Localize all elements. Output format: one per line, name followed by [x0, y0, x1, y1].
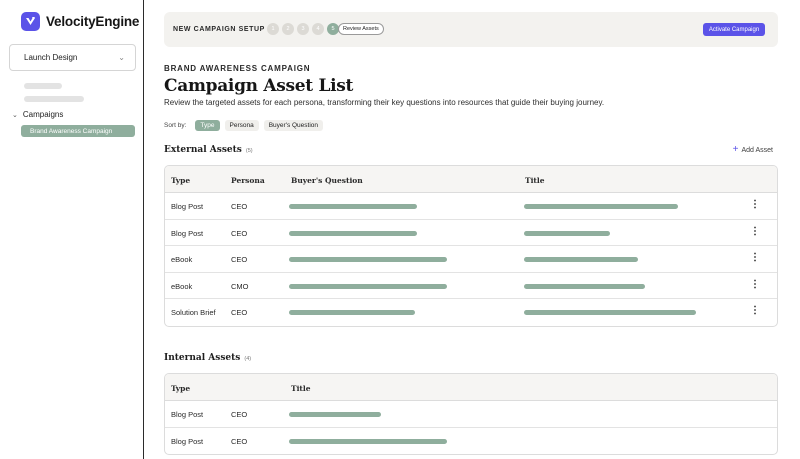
- step-4[interactable]: 4: [312, 23, 324, 35]
- launch-design-label: Launch Design: [24, 53, 78, 62]
- asset-persona: CEO: [231, 228, 248, 238]
- table-row[interactable]: Blog Post CEO: [165, 428, 777, 455]
- more-options-icon[interactable]: ⋮: [750, 305, 760, 317]
- plus-icon: +: [732, 144, 739, 155]
- sidebar: VelocityEngine Launch Design ⌄ ⌄ Campaig…: [0, 0, 144, 459]
- asset-persona: CEO: [231, 202, 248, 211]
- more-options-icon[interactable]: ⋮: [750, 199, 760, 210]
- chevron-down-icon: ⌄: [12, 111, 18, 119]
- sidebar-item-brand-awareness-campaign[interactable]: Brand Awareness Campaign: [21, 125, 135, 137]
- sidebar-item-label: Brand Awareness Campaign: [30, 127, 113, 135]
- buyers-question-placeholder-bar: [289, 204, 417, 209]
- step-3[interactable]: 3: [297, 23, 309, 35]
- add-asset-button[interactable]: + Add Asset: [733, 145, 773, 155]
- asset-type: Blog Post: [171, 410, 204, 419]
- external-assets-heading: External Assets (5): [164, 145, 253, 155]
- table-row[interactable]: eBook CMO ⋮: [165, 273, 777, 300]
- asset-persona: CEO: [231, 308, 248, 318]
- asset-persona: CEO: [231, 255, 248, 265]
- table-header: Type Persona Buyer's Question Title: [165, 166, 777, 193]
- step-1[interactable]: 1: [267, 23, 279, 35]
- sort-buyers-question-button[interactable]: Buyer's Question: [263, 120, 324, 131]
- table-row[interactable]: Blog Post CEO: [165, 401, 777, 428]
- internal-assets-table: Type Title Blog Post CEO Blog Post CEO: [164, 373, 778, 456]
- campaign-setup-bar: NEW CAMPAIGN SETUP 1 2 3 4 5 Review Asse…: [164, 12, 778, 47]
- buyers-question-placeholder-bar: [289, 257, 447, 263]
- internal-assets-title: Internal Assets: [164, 353, 241, 363]
- asset-persona: CEO: [231, 436, 248, 446]
- more-options-icon[interactable]: ⋮: [750, 225, 760, 237]
- title-placeholder-bar: [524, 310, 696, 316]
- asset-type: Blog Post: [171, 202, 204, 211]
- column-header-type[interactable]: Type: [171, 384, 191, 393]
- activate-campaign-button[interactable]: Activate Campaign: [703, 23, 765, 36]
- launch-design-dropdown[interactable]: Launch Design ⌄: [9, 44, 136, 71]
- asset-persona: CEO: [231, 410, 248, 419]
- brand[interactable]: VelocityEngine: [21, 12, 139, 31]
- page-description: Review the targeted assets for each pers…: [164, 98, 605, 107]
- sort-persona-button[interactable]: Persona: [224, 120, 259, 131]
- step-2[interactable]: 2: [282, 23, 294, 35]
- app-name: VelocityEngine: [46, 14, 140, 29]
- column-header-persona[interactable]: Persona: [231, 176, 265, 185]
- column-header-title[interactable]: Title: [525, 176, 545, 185]
- column-header-buyers-question[interactable]: Buyer's Question: [291, 176, 363, 185]
- setup-stepper: 1 2 3 4 5 Review Assets: [267, 23, 384, 35]
- sort-controls: Sort by: Type Persona Buyer's Question: [164, 120, 324, 131]
- title-placeholder-bar: [524, 257, 638, 263]
- table-row[interactable]: eBook CEO ⋮: [165, 246, 777, 273]
- velocity-logo-icon: [21, 12, 40, 31]
- column-header-title[interactable]: Title: [291, 384, 311, 393]
- campaigns-section-label: Campaigns: [22, 110, 64, 119]
- internal-assets-count: (4): [244, 356, 252, 362]
- asset-type: eBook: [171, 255, 193, 265]
- placeholder-item: [24, 83, 62, 89]
- asset-type: Blog Post: [171, 228, 204, 238]
- external-assets-title: External Assets: [164, 145, 242, 155]
- title-placeholder-bar: [289, 438, 447, 444]
- campaigns-section-toggle[interactable]: ⌄ Campaigns: [12, 110, 63, 119]
- placeholder-item: [24, 96, 84, 102]
- internal-assets-heading: Internal Assets (4): [164, 353, 251, 363]
- sort-type-button[interactable]: Type: [195, 120, 220, 131]
- external-assets-rows: Blog Post CEO ⋮ Blog Post CEO ⋮ eBook CEO ⋮ eBook…: [165, 193, 777, 326]
- chevron-down-icon: ⌄: [118, 53, 125, 62]
- buyers-question-placeholder-bar: [289, 310, 415, 316]
- buyers-question-placeholder-bar: [289, 230, 417, 236]
- asset-type: Blog Post: [171, 436, 204, 446]
- more-options-icon[interactable]: ⋮: [750, 252, 760, 264]
- asset-type: eBook: [171, 281, 193, 291]
- title-placeholder-bar: [524, 230, 610, 236]
- add-asset-label: Add Asset: [741, 146, 773, 154]
- internal-assets-rows: Blog Post CEO Blog Post CEO: [165, 401, 777, 454]
- asset-persona: CMO: [231, 281, 249, 291]
- table-row[interactable]: Blog Post CEO ⋮: [165, 220, 777, 247]
- external-assets-count: (5): [245, 148, 253, 154]
- step-5[interactable]: 5: [327, 23, 339, 35]
- table-header: Type Title: [165, 374, 777, 401]
- title-placeholder-bar: [524, 283, 645, 289]
- column-header-type[interactable]: Type: [171, 176, 191, 185]
- setup-title: NEW CAMPAIGN SETUP: [173, 26, 265, 33]
- table-row[interactable]: Blog Post CEO ⋮: [165, 193, 777, 220]
- sort-label: Sort by:: [164, 122, 187, 129]
- asset-type: Solution Brief: [171, 308, 216, 318]
- page-title: Campaign Asset List: [164, 76, 354, 96]
- campaign-name: BRAND AWARENESS CAMPAIGN: [164, 64, 311, 73]
- table-row[interactable]: Solution Brief CEO ⋮: [165, 299, 777, 326]
- external-assets-table: Type Persona Buyer's Question Title Blog…: [164, 165, 778, 327]
- more-options-icon[interactable]: ⋮: [750, 278, 760, 290]
- current-step-label: Review Assets: [338, 23, 384, 35]
- buyers-question-placeholder-bar: [289, 283, 447, 289]
- title-placeholder-bar: [524, 204, 678, 209]
- title-placeholder-bar: [289, 412, 381, 417]
